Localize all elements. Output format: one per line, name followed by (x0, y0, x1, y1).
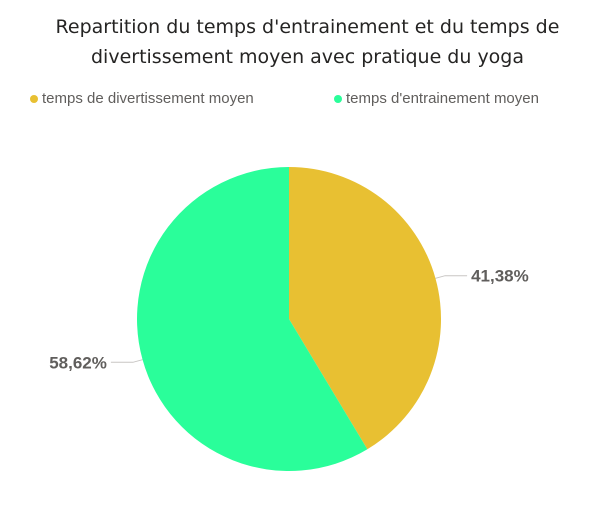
legend-marker-divertissement (30, 94, 38, 103)
chart-title-line-2: divertissement moyen avec pratique du yo… (90, 46, 525, 68)
data-label-entrainement: 58,62% (49, 353, 107, 372)
legend-label-entrainement: temps d'entrainement moyen (346, 90, 539, 107)
pie-slices (137, 167, 442, 471)
pie-slice-divertissement[interactable] (289, 167, 442, 450)
legend-label-divertissement: temps de divertissement moyen (42, 90, 254, 107)
data-label-divertissement: 41,38% (471, 267, 529, 286)
legend-marker-entrainement (334, 94, 342, 103)
leader-line-divertissement (435, 275, 468, 279)
legend-item-entrainement[interactable]: temps d'entrainement moyen (334, 90, 539, 107)
leader-line-entrainement (110, 359, 143, 363)
chart-legend: temps de divertissement moyen temps d'en… (0, 90, 615, 112)
chart-title: Repartition du temps d'entrainement et d… (0, 12, 615, 72)
chart-title-line-1: Repartition du temps d'entrainement et d… (55, 16, 560, 38)
pie-leader-lines (110, 275, 468, 363)
pie-slice-entrainement[interactable] (137, 167, 368, 471)
legend-item-divertissement[interactable]: temps de divertissement moyen (30, 90, 254, 107)
